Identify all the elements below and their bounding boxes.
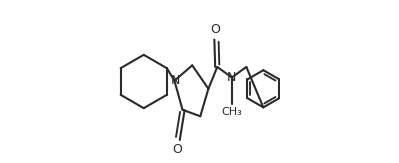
Text: N: N xyxy=(227,71,237,84)
Text: CH₃: CH₃ xyxy=(221,107,242,117)
Text: O: O xyxy=(172,143,182,156)
Text: N: N xyxy=(171,74,180,87)
Text: O: O xyxy=(211,23,221,36)
